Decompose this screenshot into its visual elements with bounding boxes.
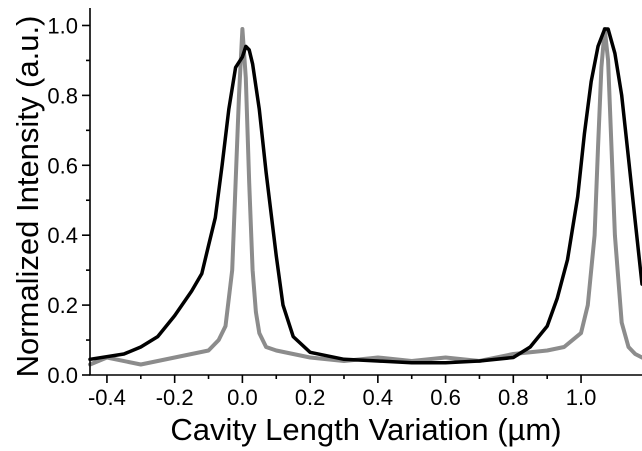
y-tick-label: 0.6 [47, 153, 78, 178]
x-tick-label: 0.2 [295, 385, 326, 410]
series-line-black [88, 27, 642, 365]
y-tick-label: 0.4 [47, 223, 78, 248]
x-tick-label: -0.2 [156, 385, 194, 410]
x-tick-label: -0.4 [88, 385, 126, 410]
x-axis-title: Cavity Length Variation (µm) [170, 412, 561, 447]
x-tick-label: 0.0 [227, 385, 258, 410]
series-line-gray [88, 27, 642, 367]
x-axis-ticks: -0.4 -0.2 0.0 0.2 0.4 0.6 0.8 1.0 [88, 375, 596, 410]
y-tick-label: 0.0 [47, 363, 78, 388]
y-axis-ticks: 0.0 0.2 0.4 0.6 0.8 1.0 [47, 13, 90, 388]
series-layer [88, 27, 642, 367]
y-tick-label: 0.2 [47, 293, 78, 318]
x-tick-label: 0.4 [363, 385, 394, 410]
x-tick-label: 1.0 [566, 385, 597, 410]
x-tick-label: 0.6 [430, 385, 461, 410]
axis-frame [89, 8, 642, 376]
x-tick-label: 0.8 [498, 385, 529, 410]
y-tick-label: 1.0 [47, 13, 78, 38]
y-tick-label: 0.8 [47, 83, 78, 108]
y-axis-title: Normalized Intensity (a.u.) [10, 16, 45, 378]
